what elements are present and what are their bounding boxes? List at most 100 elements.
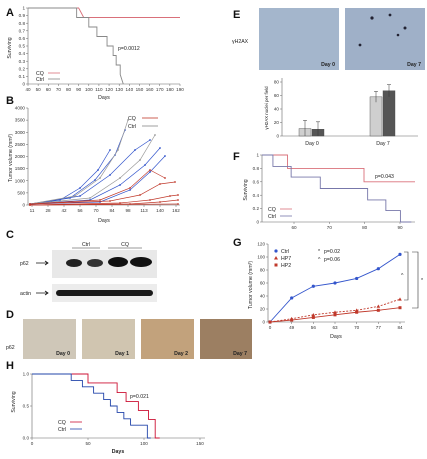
- panel-f-series-cq: [262, 154, 415, 183]
- panel-a-xtick-label: 170: [156, 87, 164, 92]
- panel-b-tumor-curve: [29, 139, 151, 205]
- panel-b: B Tumor volume (mm³) 0 500 1000 1500 2000 250…: [6, 95, 180, 224]
- panel-f-xtick-label: 60: [291, 225, 297, 230]
- panel-g-legend-hp2: HP2: [281, 263, 291, 269]
- panel-g-legend-hp2-marker: [274, 263, 278, 267]
- panel-b-tumor-point: [174, 181, 176, 183]
- panel-a-xtick-label: 150: [136, 87, 144, 92]
- panel-a-ytick-label: 0.9: [19, 13, 26, 18]
- panel-b-ytick-label: 1000: [15, 178, 26, 183]
- panel-a-ytick-label: 0: [22, 82, 25, 87]
- panel-e-cat-day0: Day 0: [305, 141, 319, 147]
- panel-f-pvalue: p=0.043: [375, 174, 394, 180]
- panel-g-xtick-label: 77: [376, 325, 382, 330]
- panel-d-letter: D: [6, 309, 14, 321]
- panel-a-pvalue: p=0.0012: [118, 46, 140, 52]
- panel-a-xtick-label: 180: [166, 87, 174, 92]
- panel-b-legend: CQ Ctrl: [128, 116, 158, 130]
- panel-f-legend-ctrl: Ctrl: [268, 214, 276, 220]
- panel-h-xtick-label: 50: [85, 441, 91, 446]
- panel-g-ytick-label: 120: [257, 242, 265, 247]
- panel-g-point-hp7: [376, 304, 381, 308]
- panel-b-ytick-label: 3500: [15, 118, 26, 123]
- panel-d-label-day2: Day 2: [174, 351, 188, 357]
- panel-b-tumor-point: [99, 199, 101, 201]
- panel-b-xtick-label: 42: [61, 208, 67, 213]
- panel-e-image-day0: [259, 8, 339, 70]
- panel-c-row-p62: p62: [20, 261, 29, 267]
- panel-g-point-hp7: [333, 310, 337, 314]
- panel-b-xtick-label: 98: [125, 208, 131, 213]
- panel-g-point-hp2: [268, 320, 272, 324]
- panel-c-actin-band: [56, 290, 153, 296]
- panel-b-tumor-point: [129, 187, 131, 189]
- panel-g-point-ctrl: [355, 276, 359, 281]
- panel-d-rowlabel: p62: [6, 345, 15, 351]
- panel-d-label-day7: Day 7: [233, 351, 247, 357]
- panel-e-ytick-label: 60: [274, 93, 280, 98]
- panel-d: D p62 Day 0 Day 1 Day 2 Day 7: [6, 309, 252, 359]
- panel-g-xtick-label: 63: [332, 325, 338, 330]
- panel-b-tumor-point: [129, 189, 131, 191]
- panel-b-tumor-point: [159, 183, 161, 185]
- panel-a-ytick-label: 0.4: [19, 51, 26, 56]
- panel-b-tumor-curve: [29, 169, 166, 205]
- panel-b-tumor-point: [154, 134, 156, 136]
- panel-d-image-day7: [200, 319, 252, 359]
- panel-g-legend-ctrl: Ctrl: [281, 249, 289, 255]
- panel-a-xtick-label: 130: [115, 87, 123, 92]
- panel-a-xtick-label: 140: [125, 87, 133, 92]
- panel-e-image-label-day0: Day 0: [321, 62, 335, 68]
- panel-a-series-cq: [28, 7, 180, 18]
- panel-a-ytick-label: 0.2: [19, 66, 26, 71]
- panel-d-image-day2: [141, 319, 194, 359]
- panel-b-tumor-curve: [29, 129, 126, 205]
- panel-f-letter: F: [233, 151, 240, 163]
- panel-b-xlabel: Days: [98, 218, 110, 224]
- panel-g-ytick-label: 0: [262, 320, 265, 325]
- panel-g-stat-caret: ^: [318, 257, 321, 263]
- panel-b-xtick-label: 84: [109, 208, 115, 213]
- panel-b-xtick-label: 28: [45, 208, 51, 213]
- panel-a-xtick-label: 80: [66, 87, 72, 92]
- panel-a-ytick-label: 0.6: [19, 36, 26, 41]
- panel-g-xtick-label: 84: [397, 325, 403, 330]
- panel-h-series-cq: [32, 373, 160, 439]
- panel-g-xtick-label: 49: [289, 325, 295, 330]
- panel-g-point-ctrl: [376, 267, 380, 271]
- panel-a-xtick-label: 190: [176, 87, 184, 92]
- panel-b-xtick-label: 140: [156, 208, 164, 213]
- panel-f: F Surviving 0 0.2 0.4 0.6 0.8 1 60 70 80 90 p=0.0…: [233, 151, 415, 230]
- panel-e-letter: E: [233, 9, 240, 21]
- panel-g-legend-hp7: HP7: [281, 256, 291, 262]
- panel-f-xtick-label: 70: [327, 225, 333, 230]
- panel-h-letter: H: [6, 360, 14, 372]
- panel-g-xlabel: Days: [330, 334, 342, 340]
- panel-b-tumor-point: [149, 171, 151, 173]
- panel-a: A Surviving 0 0.1 0.2 0.3 0.4 0.5 0.6 0.7 0.8 0.9…: [6, 6, 184, 101]
- panel-b-tumor-point: [139, 194, 141, 196]
- panel-b-tumor-point: [79, 187, 81, 189]
- panel-b-legend-ctrl: Ctrl: [128, 124, 136, 130]
- panel-g-point-hp2: [311, 315, 315, 319]
- panel-b-tumor-point: [74, 195, 76, 197]
- panel-h-pvalue: p=0.021: [130, 394, 149, 400]
- panel-f-ytick-label: 0.4: [253, 193, 260, 198]
- panel-b-tumor-point: [149, 199, 151, 201]
- panel-a-legend-ctrl: Ctrl: [36, 77, 44, 83]
- panel-b-xtick-label: 56: [77, 208, 83, 213]
- panel-a-series-ctrl: [28, 7, 124, 85]
- panel-h-ytick-label: 0.0: [23, 436, 30, 441]
- panel-g-stat-star-p: p=0.02: [324, 249, 340, 255]
- panel-d-label-day0: Day 0: [56, 351, 70, 357]
- panel-b-tumor-point: [159, 147, 161, 149]
- panel-g-xtick-label: 0: [269, 325, 272, 330]
- panel-h-xtick-label: 150: [196, 441, 204, 446]
- panel-e-nucleus: [396, 33, 400, 37]
- panel-b-xtick-label: 162: [172, 208, 180, 213]
- panel-h-legend: CQ Ctrl: [58, 420, 82, 433]
- panel-f-ytick-label: 0: [256, 220, 259, 225]
- panel-f-xtick-label: 80: [362, 225, 368, 230]
- panel-b-tumor-point: [119, 202, 121, 204]
